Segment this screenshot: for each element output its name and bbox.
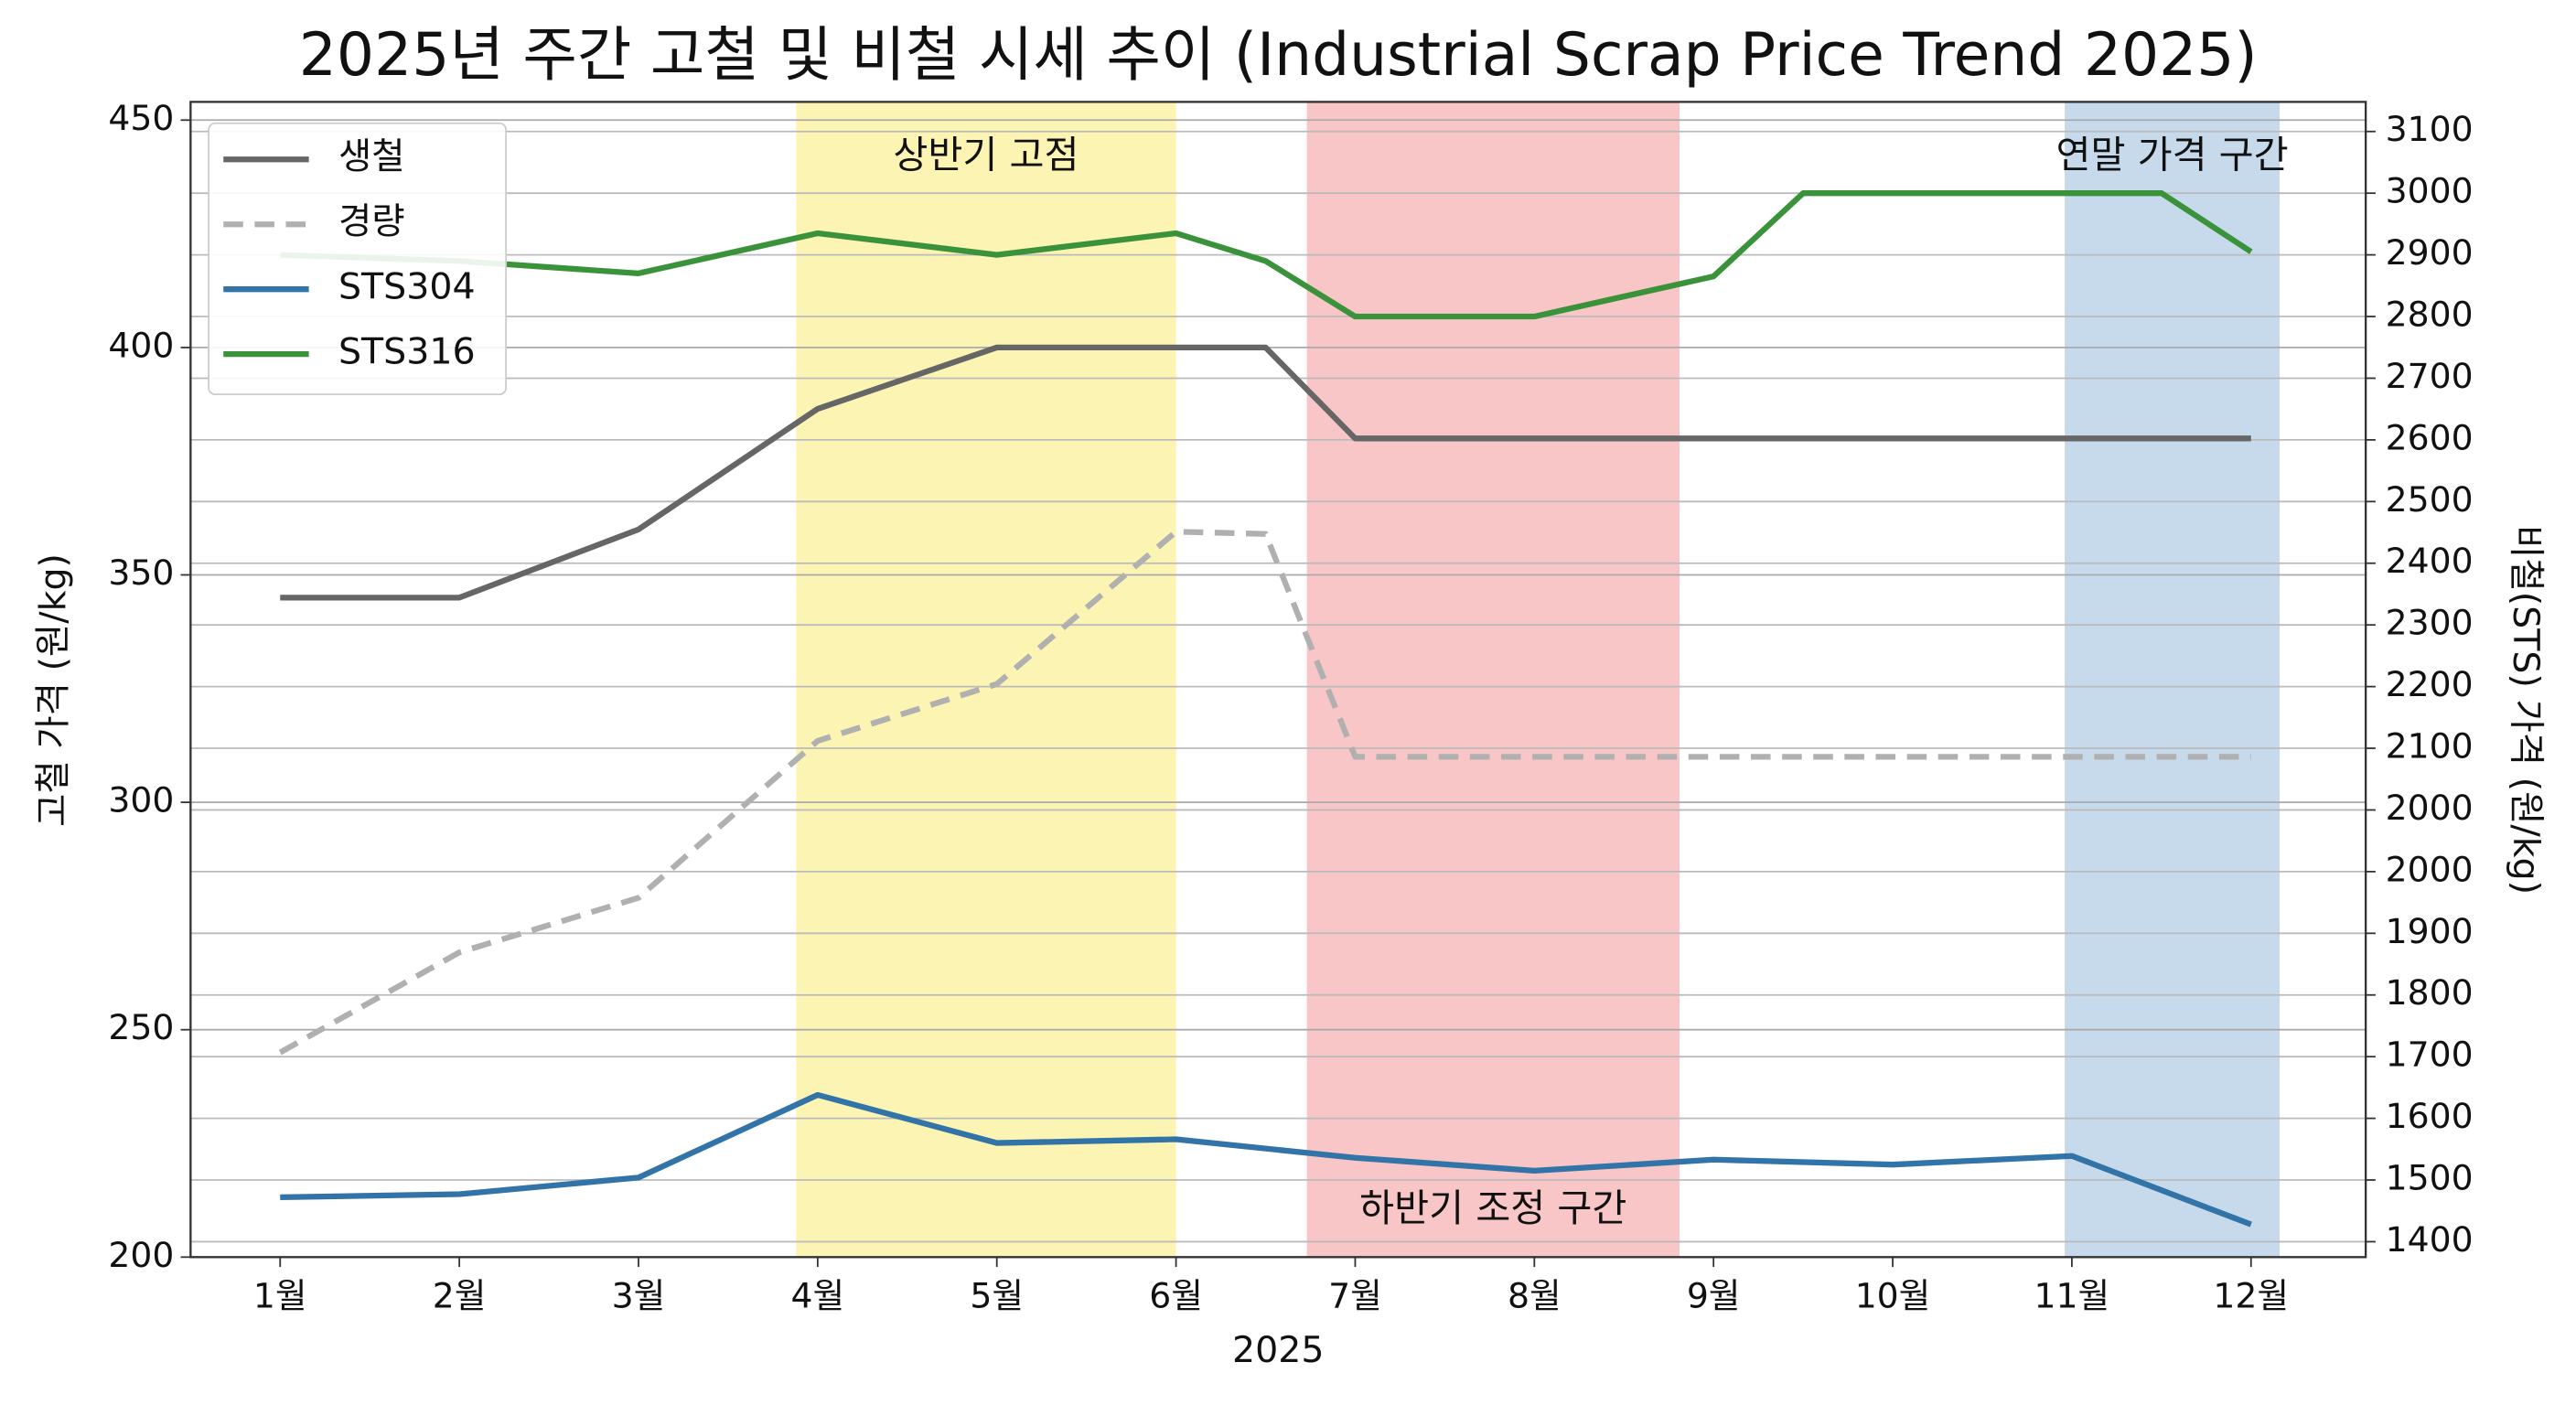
plot-frame [189, 101, 2367, 1259]
y2-tick-label: 2800 [2386, 295, 2474, 335]
y2-tick-label: 1800 [2386, 972, 2474, 1013]
series-line [280, 1091, 2252, 1228]
y2-tick-label: 2500 [2386, 479, 2474, 520]
region-label: 연말 가격 구간 [2055, 133, 2288, 177]
y2-tick-label: 1600 [2386, 1096, 2474, 1136]
y-tick-label: 300 [108, 780, 174, 820]
y-tick-label: 200 [108, 1235, 174, 1275]
x-tick-label: 3월 [612, 1276, 666, 1316]
lines [278, 190, 2253, 1228]
y2-tick-label: 2300 [2386, 603, 2474, 643]
y2-tick-label: 1700 [2386, 1035, 2474, 1075]
x-tick-label: 5월 [970, 1276, 1024, 1316]
x-tick-label: 7월 [1328, 1276, 1382, 1316]
region-label: 상반기 고점 [893, 133, 1079, 177]
x-tick-label: 4월 [791, 1276, 845, 1316]
y2-tick-label: 2000 [2386, 788, 2474, 828]
y2-tick-label: 2700 [2386, 356, 2474, 396]
legend-label: 경량 [338, 201, 405, 243]
y2-tick-label: 1900 [2386, 911, 2474, 951]
region [2065, 102, 2281, 1258]
y2-tick-label: 2900 [2386, 232, 2474, 273]
y2-tick-label: 2100 [2386, 726, 2474, 767]
x-tick-label: 8월 [1508, 1276, 1562, 1316]
y-tick-label: 400 [108, 325, 174, 365]
legend-box [208, 122, 508, 396]
y2-tick-label: 3100 [2386, 109, 2474, 149]
y2-tick-label: 2000 [2386, 849, 2474, 889]
series-line [280, 344, 2251, 601]
y2-tick-label: 1500 [2386, 1158, 2474, 1198]
region [1306, 102, 1680, 1258]
x-tick-label: 2월 [433, 1276, 487, 1316]
chart-title: 2025년 주간 고철 및 비철 시세 추이 (Industrial Scrap… [299, 21, 2258, 90]
y-tick-label: 450 [108, 98, 174, 138]
x-tick-label: 1월 [253, 1276, 307, 1316]
y-axis-label: 고철 가격 (원/kg) [33, 553, 75, 827]
y2-tick-label: 1400 [2386, 1219, 2474, 1260]
x-axis-label: 2025 [1232, 1329, 1325, 1371]
y2-tick-label: 2400 [2386, 541, 2474, 581]
y2-axis-label: 비철(STS) 가격 (원/kg) [2505, 525, 2547, 895]
y2-tick-label: 2200 [2386, 664, 2474, 704]
y-tick-label: 250 [108, 1007, 174, 1047]
legend-label: STS304 [338, 266, 476, 308]
region [796, 102, 1176, 1258]
y-tick-label: 350 [108, 552, 174, 593]
grid [190, 119, 2367, 1259]
y2-tick-label: 3000 [2386, 171, 2474, 211]
x-tick-label: 11월 [2034, 1276, 2110, 1316]
x-tick-label: 6월 [1149, 1276, 1203, 1316]
legend-label: STS316 [338, 331, 476, 373]
series-line [280, 190, 2253, 320]
y2-tick-label: 2600 [2386, 417, 2474, 457]
legend-label: 생철 [338, 136, 405, 178]
x-tick-label: 10월 [1855, 1276, 1931, 1316]
regions [796, 102, 2281, 1258]
region-label: 하반기 조정 구간 [1359, 1186, 1626, 1230]
x-tick-label: 12월 [2213, 1276, 2289, 1316]
x-tick-label: 9월 [1687, 1276, 1741, 1316]
series-line [278, 529, 2251, 1056]
